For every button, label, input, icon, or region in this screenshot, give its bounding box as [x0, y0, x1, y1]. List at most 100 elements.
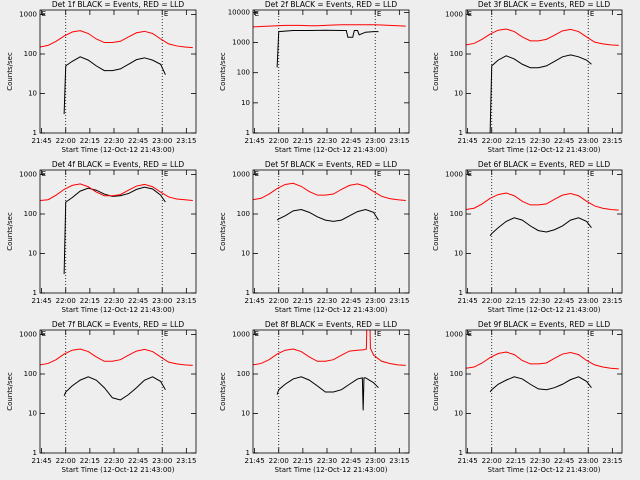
x-tick-label: 22:15 — [293, 457, 313, 465]
y-tick-label: 100 — [24, 50, 37, 58]
annotation: E — [377, 10, 381, 18]
y-axis-label: Counts/sec — [219, 212, 227, 251]
chart-title: Det 7f BLACK = Events, RED = LLD — [52, 320, 185, 329]
x-tick-label: 22:45 — [554, 137, 574, 145]
series-line — [253, 24, 406, 28]
x-tick-label: 22:00 — [269, 457, 289, 465]
x-axis-label: Start Time (12-Oct-12 21:43:00) — [275, 466, 388, 474]
x-tick-label: 23:00 — [152, 297, 172, 305]
chart-title: Det 9f BLACK = Events, RED = LLD — [478, 320, 611, 329]
y-tick-label: 1000 — [232, 171, 250, 179]
series-line — [253, 330, 406, 366]
y-tick-label: 1 — [246, 129, 250, 137]
y-tick-label: 10 — [28, 250, 37, 258]
x-tick-label: 23:00 — [365, 457, 385, 465]
x-tick-label: 22:00 — [482, 457, 502, 465]
series-line — [489, 54, 592, 133]
y-tick-label: 1 — [246, 449, 250, 457]
chart-title: Det 4f BLACK = Events, RED = LLD — [52, 160, 185, 169]
series-line — [40, 30, 193, 49]
x-axis-label: Start Time (12-Oct-12 21:43:00) — [62, 306, 175, 314]
x-tick-label: 21:45 — [458, 297, 478, 305]
annotation: E — [468, 170, 472, 178]
y-tick-label: 1000 — [445, 331, 463, 339]
x-tick-label: 22:30 — [317, 137, 337, 145]
y-tick-label: 10000 — [228, 8, 250, 16]
x-tick-label: 22:15 — [293, 137, 313, 145]
x-tick-label: 21:45 — [245, 137, 265, 145]
y-tick-label: 1000 — [445, 171, 463, 179]
x-tick-label: 22:00 — [269, 137, 289, 145]
y-tick-label: 100 — [237, 69, 250, 77]
chart-title: Det 3f BLACK = Events, RED = LLD — [478, 0, 611, 9]
series-line — [63, 56, 166, 115]
annotation: E — [468, 330, 472, 338]
y-tick-label: 10 — [28, 410, 37, 418]
x-tick-label: 22:45 — [341, 137, 361, 145]
series-line — [40, 183, 193, 201]
series-line — [276, 208, 379, 222]
y-tick-label: 100 — [24, 210, 37, 218]
x-tick-label: 23:15 — [176, 297, 196, 305]
x-tick-label: 23:15 — [602, 137, 622, 145]
y-axis-label: Counts/sec — [432, 52, 440, 91]
x-tick-label: 23:00 — [365, 297, 385, 305]
x-tick-label: 22:30 — [530, 137, 550, 145]
y-axis-label: Counts/sec — [6, 372, 14, 411]
plot-frame — [39, 329, 197, 454]
series-line — [489, 217, 592, 237]
y-tick-label: 1 — [459, 449, 463, 457]
x-tick-label: 21:45 — [32, 457, 52, 465]
annotation: E — [255, 10, 259, 18]
y-tick-label: 1 — [459, 289, 463, 297]
x-tick-label: 23:15 — [176, 137, 196, 145]
y-tick-label: 1000 — [19, 171, 37, 179]
x-tick-label: 22:15 — [506, 457, 526, 465]
plot-frame — [39, 9, 197, 134]
x-tick-label: 23:00 — [578, 297, 598, 305]
x-tick-label: 22:30 — [317, 457, 337, 465]
y-tick-label: 10 — [241, 410, 250, 418]
x-tick-label: 23:00 — [365, 137, 385, 145]
x-tick-label: 22:15 — [293, 297, 313, 305]
x-tick-label: 22:30 — [530, 457, 550, 465]
x-tick-label: 22:45 — [554, 297, 574, 305]
plot-frame — [465, 9, 623, 134]
plot-frame — [465, 169, 623, 294]
x-axis-label: Start Time (12-Oct-12 21:43:00) — [275, 146, 388, 154]
y-tick-label: 10 — [454, 250, 463, 258]
chart-title: Det 2f BLACK = Events, RED = LLD — [265, 0, 398, 9]
x-tick-label: 22:00 — [56, 457, 76, 465]
x-tick-label: 23:15 — [389, 297, 409, 305]
plot-frame — [252, 9, 410, 134]
annotation: E — [42, 330, 46, 338]
chart-title: Det 6f BLACK = Events, RED = LLD — [478, 160, 611, 169]
y-axis-label: Counts/sec — [432, 212, 440, 251]
series-line — [253, 182, 406, 201]
x-tick-label: 23:15 — [176, 457, 196, 465]
x-tick-label: 22:45 — [341, 297, 361, 305]
x-tick-label: 21:45 — [458, 457, 478, 465]
y-tick-label: 100 — [237, 370, 250, 378]
series-line — [40, 348, 193, 366]
x-tick-label: 23:00 — [152, 137, 172, 145]
x-tick-label: 22:00 — [482, 297, 502, 305]
x-tick-label: 22:15 — [506, 297, 526, 305]
x-tick-label: 22:45 — [341, 457, 361, 465]
y-tick-label: 1 — [246, 289, 250, 297]
y-tick-label: 100 — [450, 370, 463, 378]
plot-frame — [39, 169, 197, 294]
x-axis-label: Start Time (12-Oct-12 21:43:00) — [488, 466, 601, 474]
series-line — [276, 29, 379, 68]
y-tick-label: 1 — [459, 129, 463, 137]
y-tick-label: 100 — [450, 50, 463, 58]
x-tick-label: 23:15 — [389, 137, 409, 145]
annotation: E — [164, 330, 168, 338]
x-tick-label: 22:15 — [506, 137, 526, 145]
x-axis-label: Start Time (12-Oct-12 21:43:00) — [488, 306, 601, 314]
annotation: E — [164, 10, 168, 18]
y-tick-label: 1000 — [232, 39, 250, 47]
annotation: E — [255, 330, 259, 338]
